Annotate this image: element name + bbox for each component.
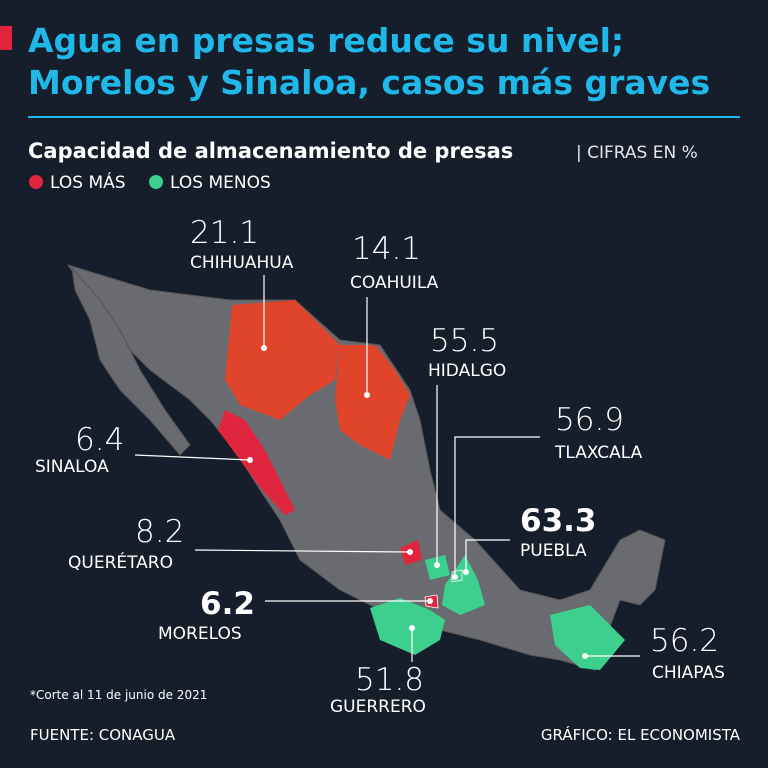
state-name: CHIHUAHUA: [190, 253, 294, 273]
leaders: [134, 275, 640, 662]
state-value: 63.3: [520, 503, 597, 539]
state-name: CHIAPAS: [652, 663, 725, 683]
state-name: TLAXCALA: [554, 443, 643, 463]
legend-label: LOS MÁS: [50, 171, 126, 193]
subtitle: Capacidad de almacenamiento de presas: [28, 139, 513, 163]
title-line: Agua en presas reduce su nivel;: [28, 21, 624, 60]
leader-dot: [409, 625, 415, 631]
legend-label: LOS MENOS: [170, 173, 271, 193]
state-value: 8.2: [135, 514, 184, 550]
state-value: 14.1: [352, 231, 421, 267]
state-value: 51.8: [355, 662, 424, 698]
state-name: HIDALGO: [428, 361, 506, 381]
state-name: PUEBLA: [520, 541, 587, 561]
leader: [134, 454, 251, 461]
state-value: 6.4: [75, 422, 124, 458]
legend-dot: [29, 175, 43, 189]
footnote: *Corte al 11 de junio de 2021: [30, 688, 207, 702]
leader-dot: [427, 598, 433, 604]
state-name: SINALOA: [35, 457, 109, 477]
chiapas: [550, 605, 625, 670]
state-value: 6.2: [200, 586, 255, 622]
leader: [465, 539, 510, 572]
state-name: GUERRERO: [330, 697, 426, 717]
state-value: 56.9: [555, 402, 624, 438]
leader-dot: [247, 457, 253, 463]
leader-dot: [407, 549, 413, 555]
leader-dot: [463, 569, 469, 575]
guerrero: [370, 598, 445, 655]
baja-california: [71, 266, 191, 456]
legend-dot: [149, 175, 163, 189]
leader-dot: [261, 345, 267, 351]
state-value: 55.5: [430, 323, 499, 359]
state-value: 21.1: [190, 215, 259, 251]
chihuahua: [225, 300, 340, 420]
sinaloa: [218, 410, 295, 515]
unit-note: | CIFRAS EN %: [576, 143, 698, 163]
leader-dot: [434, 562, 440, 568]
puebla: [442, 555, 485, 615]
leader-dot: [452, 574, 458, 580]
state-name: QUERÉTARO: [68, 551, 173, 573]
coahuila: [335, 345, 410, 460]
credit: GRÁFICO: EL ECONOMISTA: [541, 725, 741, 744]
source: FUENTE: CONAGUA: [30, 726, 176, 744]
title-line: Morelos y Sinaloa, casos más graves: [28, 63, 710, 102]
state-value: 56.2: [650, 623, 719, 659]
leader: [454, 436, 540, 577]
state-name: MORELOS: [158, 624, 242, 644]
mexico-mainland: [66, 264, 666, 671]
leader: [194, 549, 411, 553]
leader-dot: [582, 653, 588, 659]
map: [66, 264, 666, 671]
state-name: COAHUILA: [350, 273, 439, 293]
leader-dot: [364, 392, 370, 398]
title-accent: [0, 26, 12, 50]
